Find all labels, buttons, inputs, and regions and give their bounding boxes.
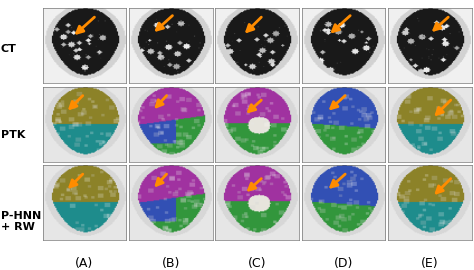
Text: (B): (B) (162, 257, 180, 270)
Text: (E): (E) (421, 257, 438, 270)
Text: P-HNN
+ RW: P-HNN + RW (1, 211, 41, 232)
Text: (A): (A) (75, 257, 93, 270)
Text: (D): (D) (334, 257, 353, 270)
Text: PTK: PTK (1, 130, 25, 140)
Text: CT: CT (1, 43, 17, 54)
Text: (C): (C) (248, 257, 266, 270)
